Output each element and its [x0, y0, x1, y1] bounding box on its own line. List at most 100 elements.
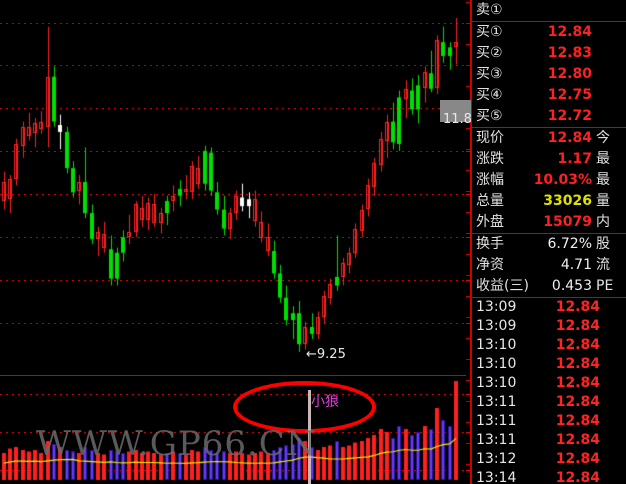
tick-time: 13:11 — [476, 432, 517, 448]
quote-row[interactable]: 总量 33026 量 — [472, 191, 626, 212]
tick-row[interactable]: 13:09 12.84 — [472, 298, 626, 317]
quote-row-label: 现价 — [476, 130, 504, 146]
tick-row[interactable]: 13:10 12.84 — [472, 336, 626, 355]
quote-row[interactable]: 买④ 12.75 — [472, 85, 626, 106]
quote-row-value: 12.84 — [547, 24, 592, 40]
cursor-price-label: 11.8 — [443, 112, 472, 127]
quote-row[interactable]: 买③ 12.80 — [472, 64, 626, 85]
axis-minor-tick — [466, 359, 471, 360]
axis-minor-tick — [466, 86, 471, 87]
axis-minor-tick — [466, 296, 471, 297]
quote-row-label: 外盘 — [476, 214, 504, 230]
quote-row[interactable]: 买② 12.83 — [472, 43, 626, 64]
axis-tick — [466, 237, 474, 238]
axis-vertical-rule — [470, 0, 471, 484]
volume-chart-pane[interactable] — [0, 376, 466, 484]
tick-row[interactable]: 13:09 12.84 — [472, 317, 626, 336]
tick-row[interactable]: 13:11 12.84 — [472, 431, 626, 450]
quote-row-tail: 股 — [596, 236, 610, 252]
quote-row[interactable]: 净资 4.71 流 — [472, 255, 626, 276]
quote-row-label: 净资 — [476, 257, 504, 273]
tick-price: 12.84 — [555, 299, 600, 315]
quote-row-label: 换手 — [476, 236, 504, 252]
ellipse-label: 小狼 — [311, 394, 339, 410]
quote-row-label: 买⑤ — [476, 108, 503, 124]
quote-row-tail: 今 — [596, 130, 610, 146]
tick-row[interactable]: 13:11 12.84 — [472, 412, 626, 431]
tick-price: 12.84 — [555, 375, 600, 391]
axis-tick — [466, 151, 474, 152]
highlight-ellipse — [233, 381, 376, 433]
volume-bars-series — [0, 376, 466, 484]
tick-row[interactable]: 13:10 12.84 — [472, 355, 626, 374]
quote-row-label: 买① — [476, 24, 503, 40]
quote-row[interactable]: 收益(三) 0.453 PE — [472, 276, 626, 297]
tick-time: 13:10 — [476, 375, 517, 391]
tick-price: 12.84 — [555, 337, 600, 353]
quote-row-value: 12.84 — [547, 130, 592, 146]
quote-row-value: 6.72% — [547, 236, 592, 252]
quote-row[interactable]: 外盘 15079 内 — [472, 212, 626, 233]
axis-minor-tick — [466, 401, 471, 402]
quote-row-label: 收益(三) — [476, 278, 529, 294]
axis-minor-tick — [466, 317, 471, 318]
axis-tick — [466, 470, 474, 471]
panel-divider — [472, 21, 626, 22]
tick-row[interactable]: 13:10 12.84 — [472, 374, 626, 393]
axis-minor-tick — [466, 2, 471, 3]
quote-panel-inner: 卖① 买① 12.84 买② 12.83 买③ 12.80 买④ 12.75 买⑤ 12.72 现价 1… — [472, 0, 626, 484]
axis-minor-tick — [466, 44, 471, 45]
axis-minor-tick — [466, 338, 471, 339]
quote-row-value: 1.17 — [557, 151, 592, 167]
axis-tick — [466, 394, 474, 395]
quote-row[interactable]: 现价 12.84 今 — [472, 128, 626, 149]
quote-row[interactable]: 换手 6.72% 股 — [472, 234, 626, 255]
tick-time: 13:10 — [476, 356, 517, 372]
tick-row[interactable]: 13:11 12.84 — [472, 393, 626, 412]
quote-row-label: 总量 — [476, 193, 504, 209]
quote-row[interactable]: 买① 12.84 — [472, 22, 626, 43]
quote-row-tail: 内 — [596, 214, 610, 230]
tick-row[interactable]: 13:14 12.84 — [472, 469, 626, 484]
quote-row-label: 卖① — [476, 2, 503, 18]
tick-time: 13:11 — [476, 394, 517, 410]
tick-price: 12.84 — [555, 451, 600, 467]
site-watermark: WWW.GP66.CN — [36, 424, 317, 464]
axis-tick — [466, 323, 474, 324]
tick-price: 12.84 — [555, 432, 600, 448]
axis-minor-tick — [466, 254, 471, 255]
axis-minor-tick — [466, 149, 471, 150]
quote-row-value: 4.71 — [560, 257, 592, 273]
quote-row-value: 0.453 — [551, 278, 592, 294]
quote-row-value: 33026 — [543, 193, 592, 209]
panel-divider — [472, 233, 626, 234]
tick-time: 13:09 — [476, 318, 517, 334]
axis-minor-tick — [466, 443, 471, 444]
axis-minor-tick — [466, 275, 471, 276]
quote-row-value: 15079 — [543, 214, 592, 230]
axis-minor-tick — [466, 212, 471, 213]
low-price-annotation: ←9.25 — [306, 347, 346, 362]
quote-row-tail: 最 — [596, 172, 610, 188]
quote-row[interactable]: 涨跌 1.17 最 — [472, 149, 626, 170]
crosshair-vertical-line[interactable] — [308, 390, 311, 484]
quote-row-value: 12.75 — [547, 87, 592, 103]
tick-row[interactable]: 13:12 12.84 — [472, 450, 626, 469]
quote-row-value: 12.80 — [547, 66, 592, 82]
quote-row-label: 买④ — [476, 87, 503, 103]
quote-row-tail: 最 — [596, 151, 610, 167]
quote-row-value: 10.03% — [533, 172, 592, 188]
quote-row-label: 涨幅 — [476, 172, 504, 188]
tick-price: 12.84 — [555, 318, 600, 334]
quote-row[interactable]: 卖① — [472, 0, 626, 21]
quote-row[interactable]: 涨幅 10.03% 最 — [472, 170, 626, 191]
tick-price: 12.84 — [555, 394, 600, 410]
candlestick-chart-pane[interactable] — [0, 0, 466, 375]
tick-time: 13:12 — [476, 451, 517, 467]
panel-divider — [472, 297, 626, 298]
quote-row[interactable]: 买⑤ 12.72 — [472, 106, 626, 127]
axis-tick — [466, 194, 474, 195]
quote-row-tail: 量 — [596, 193, 610, 209]
pane-divider — [0, 375, 466, 376]
